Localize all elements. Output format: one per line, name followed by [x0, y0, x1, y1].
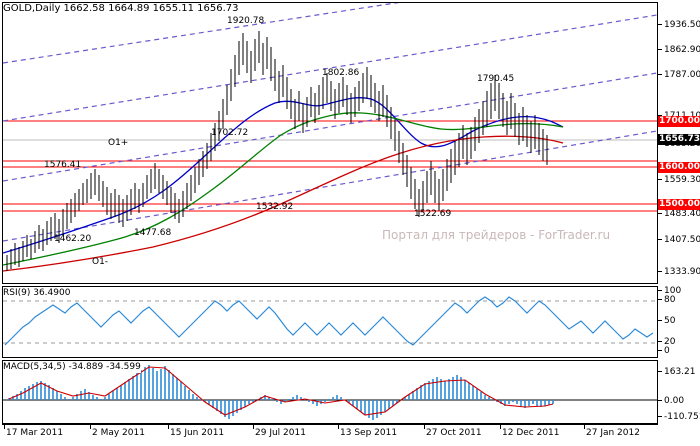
ma-slow-line	[3, 135, 564, 272]
channel-lines	[3, 3, 657, 242]
annotation-o1-minus: O1-	[92, 257, 109, 267]
annotation-o1-plus: O1+	[108, 138, 129, 148]
rsi-tick: 50	[658, 317, 675, 326]
rsi-panel[interactable]	[2, 286, 658, 358]
date-label: 29 Jul 2011	[255, 428, 306, 438]
annotation-1790: 1790.45	[477, 74, 515, 84]
annotation-1522: 1522.69	[414, 209, 452, 219]
date-tick	[338, 425, 339, 429]
rsi-canvas	[3, 296, 657, 346]
price-tag-1500[interactable]: 1500.00	[658, 199, 700, 210]
price-tick: 1936.50	[658, 21, 700, 30]
price-tag-1700[interactable]: 1700.00	[658, 116, 700, 127]
price-tag-1600[interactable]: 1600.00	[658, 162, 700, 173]
macd-tick: 0.00	[658, 397, 684, 406]
annotation-1576: 1576.41	[44, 160, 82, 170]
date-tick	[4, 425, 5, 429]
date-tick	[424, 425, 425, 429]
rsi-line	[4, 296, 654, 346]
price-tick: 1333.90	[658, 268, 700, 277]
price-tick: 1559.30	[658, 176, 700, 185]
date-label: 13 Sep 2011	[340, 428, 398, 438]
macd-signal-line	[8, 366, 554, 416]
annotation-1532: 1532.92	[256, 202, 294, 212]
ma-mid-line	[3, 112, 564, 266]
date-tick	[253, 425, 254, 429]
rsi-tick: 80	[658, 296, 675, 305]
date-label: 27 Jan 2012	[586, 428, 640, 438]
annotation-1477: 1477.68	[134, 228, 172, 238]
date-axis[interactable]: 17 Mar 2011 2 May 2011 15 Jun 2011 29 Ju…	[2, 424, 658, 445]
rsi-axis[interactable]: 100 80 50 20 0	[658, 286, 700, 358]
macd-histogram	[8, 365, 554, 420]
price-tick: 1862.90	[658, 46, 700, 55]
price-tick: 1483.40	[658, 210, 700, 219]
date-label: 12 Dec 2011	[502, 428, 560, 438]
annotation-1802: 1802.86	[322, 68, 360, 78]
date-tick	[500, 425, 501, 429]
date-tick	[90, 425, 91, 429]
macd-axis[interactable]: 163.21 0.00 -110.751	[658, 360, 700, 424]
rsi-label: RSI(9) 36.4900	[3, 288, 71, 299]
rsi-tick: 100	[658, 287, 681, 296]
price-tick: 1407.50	[658, 236, 700, 245]
annotation-1920: 1920.78	[227, 16, 265, 26]
price-tag-current[interactable]: 1656.73	[658, 134, 700, 145]
date-label: 17 Mar 2011	[6, 428, 64, 438]
symbol-header: GOLD,Daily 1662.58 1664.89 1655.11 1656.…	[3, 3, 239, 14]
macd-panel[interactable]	[2, 360, 658, 424]
date-tick	[584, 425, 585, 429]
annotation-1462: 1462.20	[54, 234, 92, 244]
date-label: 27 Oct 2011	[426, 428, 482, 438]
macd-tick: 163.21	[658, 368, 696, 377]
price-axis[interactable]: 1936.50 1862.90 1787.00 1711.10 1635.20 …	[658, 2, 700, 284]
watermark-text: Портал для трейдеров - ForTrader.ru	[382, 228, 611, 242]
price-chart-panel[interactable]	[2, 2, 658, 284]
rsi-tick: 20	[658, 338, 675, 347]
price-chart-canvas	[3, 3, 657, 272]
macd-canvas	[3, 365, 657, 420]
rsi-tick: 0	[658, 347, 670, 356]
price-tick: 1787.00	[658, 71, 700, 80]
macd-tick: -110.751	[658, 413, 700, 422]
date-tick	[168, 425, 169, 429]
macd-label: MACD(5,34,5) -34.889 -34.599	[3, 362, 141, 373]
ma-fast-line	[3, 97, 564, 254]
date-label: 15 Jun 2011	[170, 428, 225, 438]
ohlc-bars	[6, 31, 548, 271]
annotation-1702: 1702.72	[211, 128, 249, 138]
date-label: 2 May 2011	[92, 428, 145, 438]
